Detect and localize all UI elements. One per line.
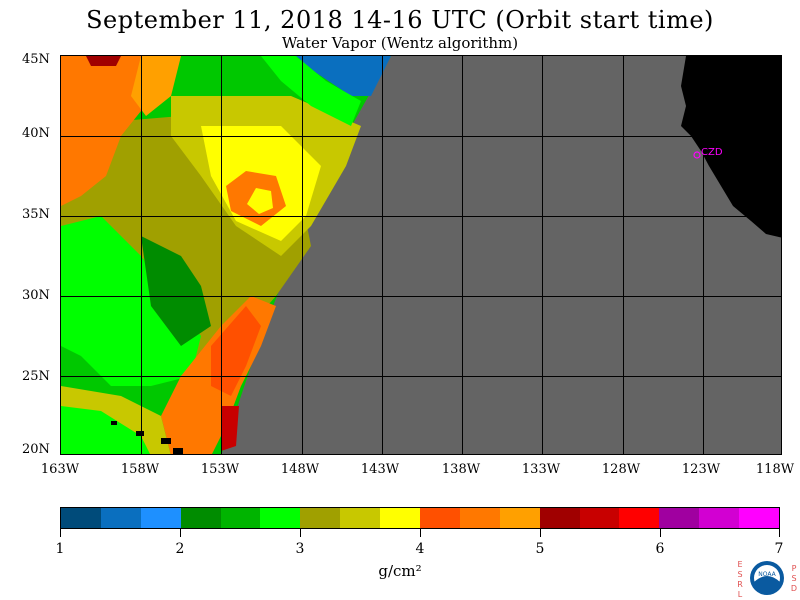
swath-orange-south2 — [211, 306, 261, 396]
colorbar-swatch — [220, 508, 261, 528]
lat-label-20n: 20N — [22, 442, 50, 457]
lon-label-153w: 153W — [200, 462, 240, 477]
hawaii-islands — [111, 421, 183, 454]
colorbar-label-3: 3 — [295, 541, 305, 557]
noaa-text: NOAA — [758, 571, 776, 578]
lon-label-128w: 128W — [601, 462, 641, 477]
logo-letter: S — [737, 570, 743, 579]
water-vapor-map: CZD — [60, 55, 782, 455]
colorbar-swatch — [61, 508, 101, 528]
colorbar-tick — [540, 529, 541, 537]
colorbar-label-7: 7 — [774, 541, 784, 557]
colorbar-label-5: 5 — [535, 541, 545, 557]
colorbar-swatch — [180, 508, 221, 528]
noaa-esrl-psd-logo: E S R L NOAA P S D — [734, 556, 798, 600]
colorbar-swatch — [380, 508, 421, 528]
swath-blue-north — [291, 56, 391, 96]
colorbar-swatch — [539, 508, 580, 528]
lat-label-35n: 35N — [22, 207, 50, 222]
north-america-land — [681, 56, 781, 238]
lon-label-163w: 163W — [40, 462, 80, 477]
colorbar-swatch — [659, 508, 700, 528]
map-subtitle: Water Vapor (Wentz algorithm) — [281, 34, 519, 52]
colorbar-swatch — [499, 508, 540, 528]
colorbar-tick — [779, 529, 780, 537]
colorbar-tick — [180, 529, 181, 537]
color-scale-bar — [60, 507, 780, 529]
colorbar-swatch — [579, 508, 620, 528]
colorbar-swatch — [300, 508, 341, 528]
swath-darkgreen-mid — [141, 236, 211, 346]
lat-label-40n: 40N — [22, 126, 50, 141]
colorbar-label-4: 4 — [415, 541, 425, 557]
units-label: g/cm² — [378, 562, 422, 580]
colorbar-tick — [420, 529, 421, 537]
colorbar-swatch — [420, 508, 460, 528]
colorbar-swatch — [260, 508, 301, 528]
lon-label-143w: 143W — [360, 462, 400, 477]
logo-letter: D — [790, 584, 798, 593]
logo-letter: R — [737, 580, 743, 589]
colorbar-swatch — [739, 508, 780, 528]
colorbar-swatch — [100, 508, 141, 528]
colorbar-label-2: 2 — [175, 541, 185, 557]
lat-lon-grid — [61, 56, 781, 454]
swath-red-nw — [86, 56, 121, 66]
swath-red-south — [221, 406, 239, 451]
lat-label-45n: 45N — [22, 52, 50, 67]
logo-letter: L — [737, 590, 743, 599]
noaa-emblem-icon: NOAA — [750, 561, 784, 595]
logo-letter: S — [791, 574, 797, 583]
lon-label-118w: 118W — [755, 462, 795, 477]
lon-label-148w: 148W — [280, 462, 320, 477]
station-marker-czd: CZD — [693, 147, 723, 159]
colorbar-swatch — [140, 508, 181, 528]
colorbar-swatch — [619, 508, 660, 528]
colorbar-tick — [60, 529, 61, 537]
swath-orange-nw2 — [131, 56, 181, 116]
logo-letter: E — [737, 560, 743, 569]
map-title: September 11, 2018 14-16 UTC (Orbit star… — [86, 6, 714, 34]
swath-green-north — [261, 56, 361, 126]
lon-label-123w: 123W — [681, 462, 721, 477]
lon-label-133w: 133W — [521, 462, 561, 477]
swath-green-mid — [61, 216, 201, 386]
colorbar-swatch — [340, 508, 381, 528]
logo-letter: P — [791, 564, 797, 573]
station-label: CZD — [701, 147, 723, 158]
map-canvas: CZD — [61, 56, 781, 454]
colorbar-label-1: 1 — [55, 541, 65, 557]
lat-label-25n: 25N — [22, 369, 50, 384]
colorbar-swatch — [459, 508, 500, 528]
lon-label-158w: 158W — [120, 462, 160, 477]
swath-green-sw — [61, 406, 150, 454]
swath-orange-core — [247, 188, 273, 214]
colorbar-tick — [300, 529, 301, 537]
colorbar-swatch — [699, 508, 740, 528]
lon-label-138w: 138W — [441, 462, 481, 477]
lat-label-30n: 30N — [22, 288, 50, 303]
colorbar-label-6: 6 — [655, 541, 665, 557]
colorbar-tick — [660, 529, 661, 537]
